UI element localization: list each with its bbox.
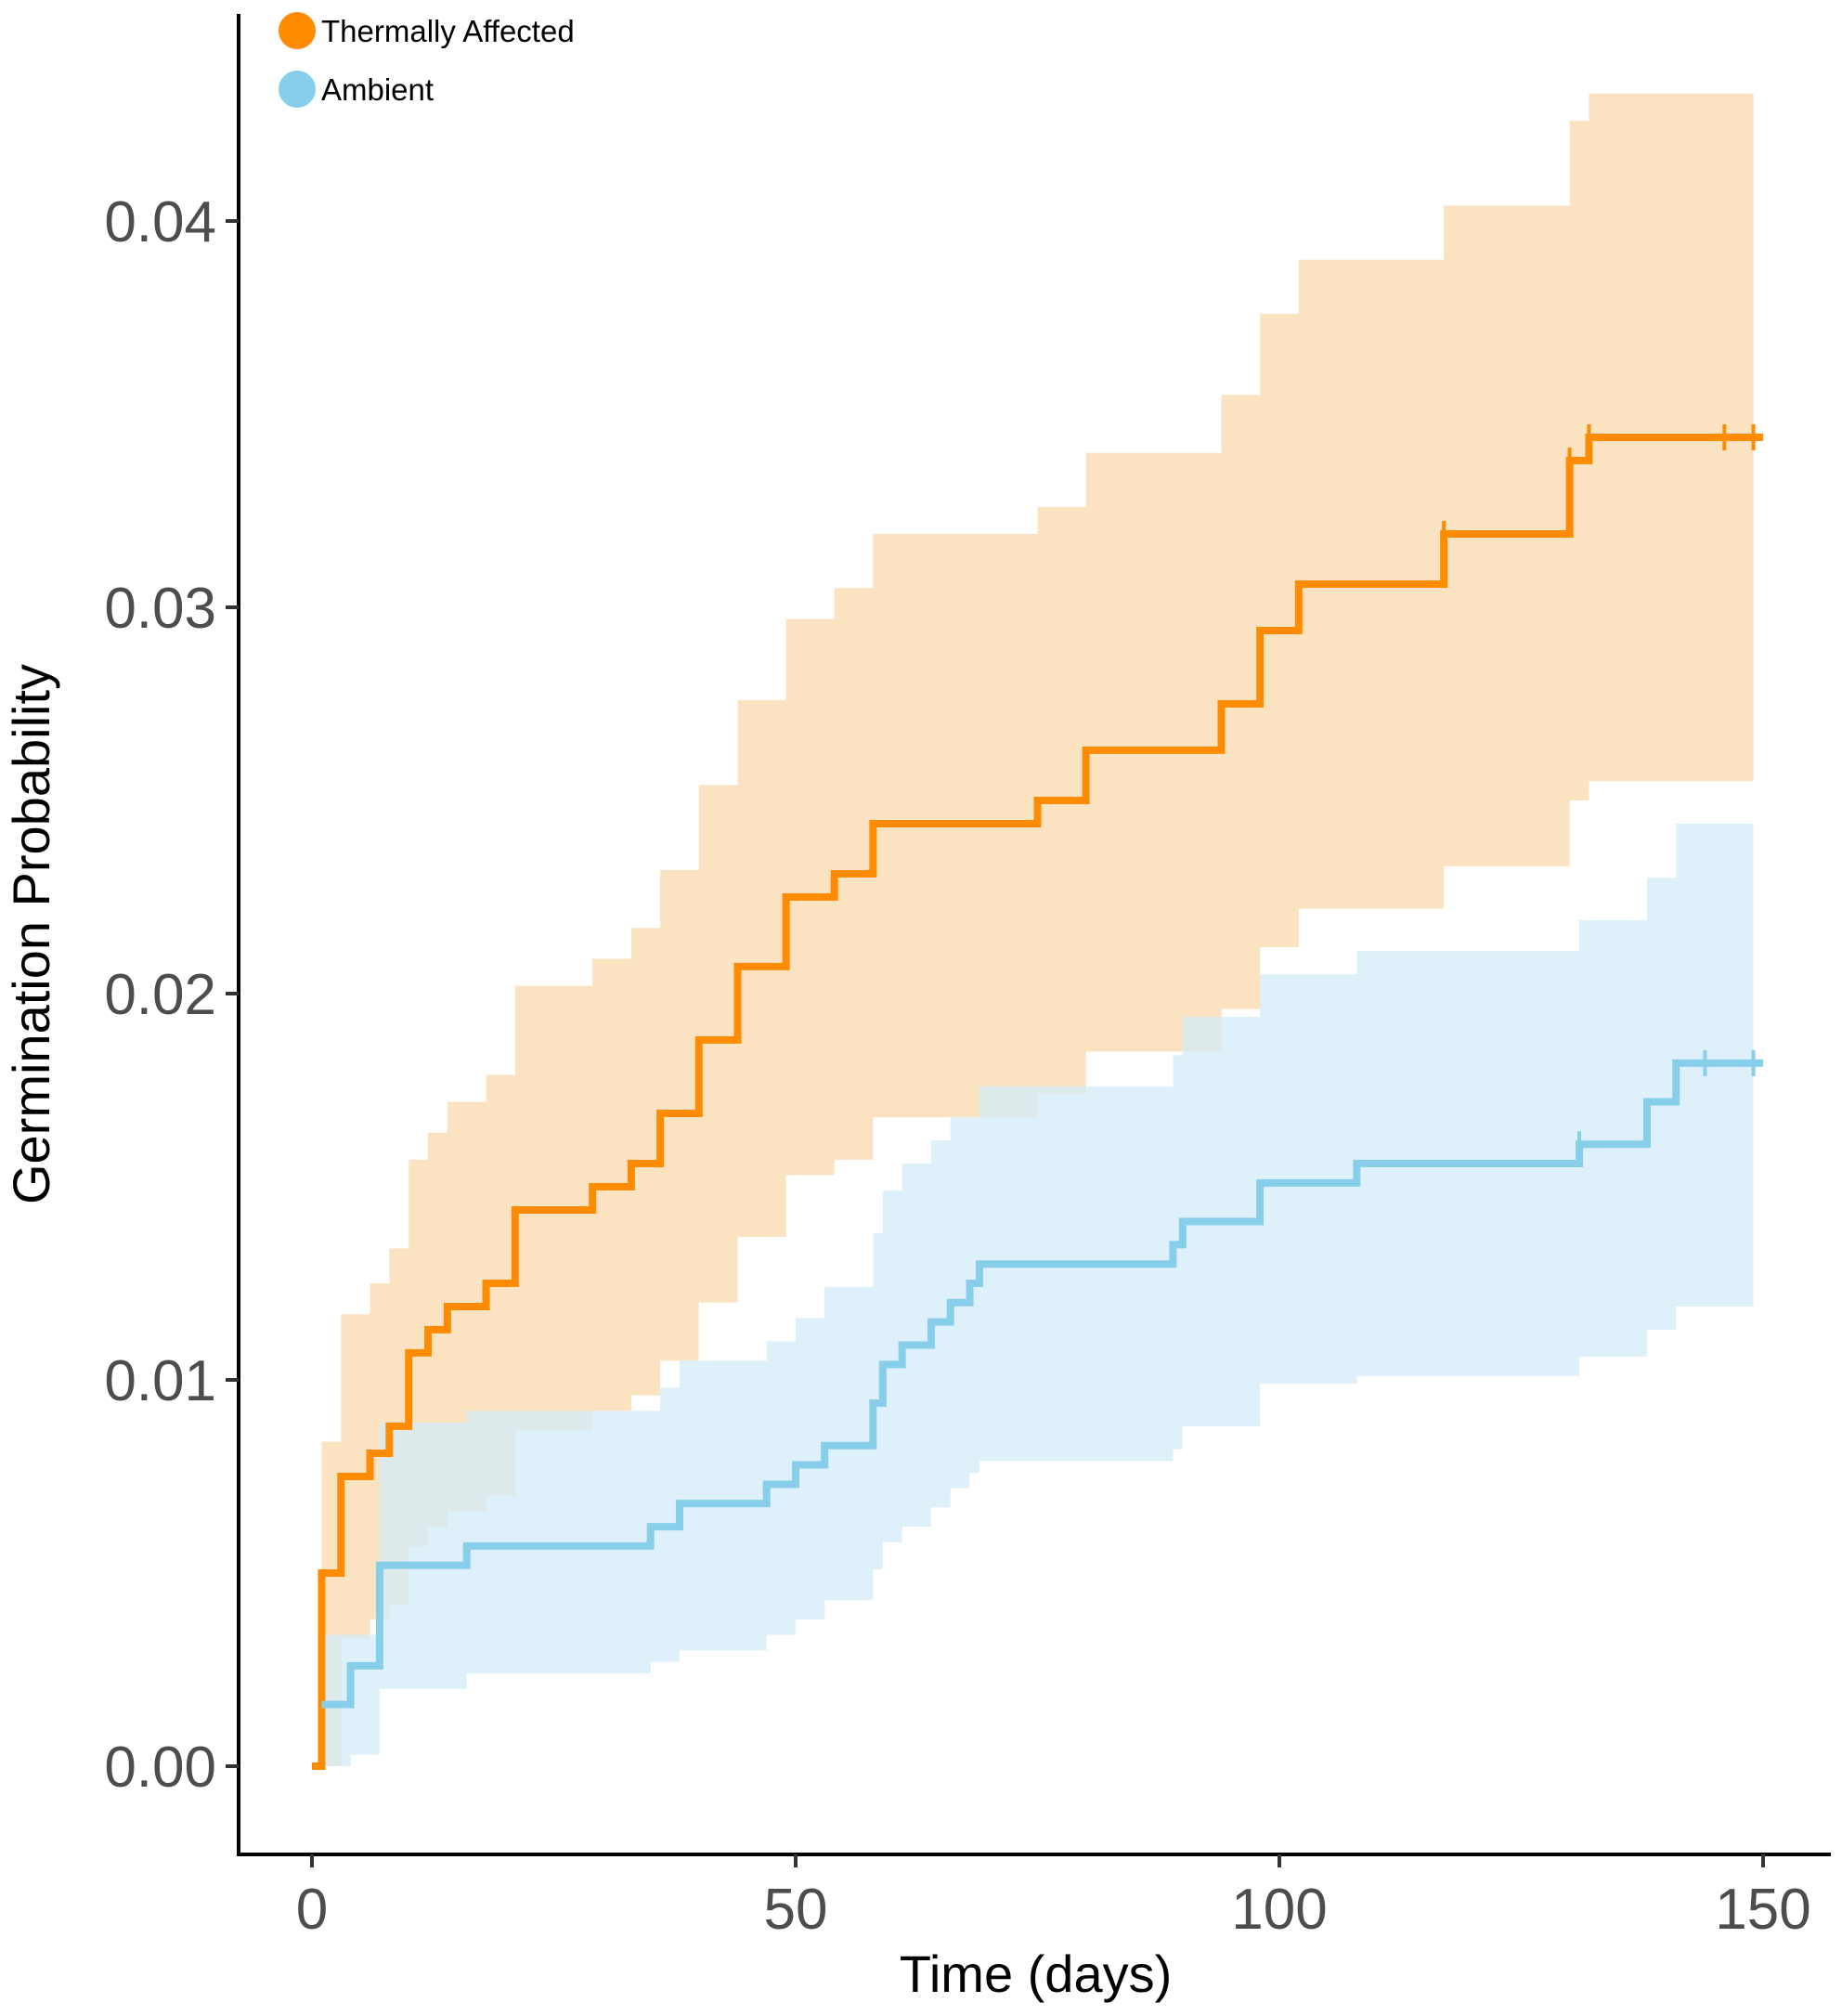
y-axis-ticks: 0.00 0.01 0.02 0.03 0.04 <box>104 190 239 1800</box>
y-tick-label: 0.01 <box>104 1349 216 1413</box>
x-tick-label: 0 <box>296 1878 328 1942</box>
x-axis-title: Time (days) <box>900 1944 1173 2003</box>
thermally-affected-curve <box>312 433 1763 1770</box>
y-tick-label: 0.03 <box>104 577 216 641</box>
confidence-bands <box>321 93 1754 1767</box>
legend: Thermally Affected Ambient <box>279 12 575 108</box>
y-tick-label: 0.04 <box>104 190 216 254</box>
thermally-affected-legend-label: Thermally Affected <box>321 14 575 48</box>
x-tick-label: 50 <box>764 1878 828 1942</box>
x-axis-ticks: 0 50 100 150 <box>296 1854 1811 1942</box>
axes <box>237 14 1831 1856</box>
ambient-confidence-band <box>321 823 1754 1766</box>
y-axis-title: Germination Probability <box>2 664 60 1204</box>
y-tick-label: 0.00 <box>104 1736 216 1800</box>
thermally-affected-legend-swatch <box>279 12 316 49</box>
ambient-legend-swatch <box>279 71 316 108</box>
censor-marks <box>1442 423 1756 1158</box>
y-tick-label: 0.02 <box>104 963 216 1027</box>
ambient-legend-label: Ambient <box>321 72 434 107</box>
ambient-curve <box>321 1059 1763 1709</box>
x-tick-label: 150 <box>1715 1878 1810 1942</box>
x-tick-label: 100 <box>1231 1878 1327 1942</box>
thermally-affected-confidence-band <box>321 93 1754 1767</box>
survival-curves <box>312 433 1763 1770</box>
